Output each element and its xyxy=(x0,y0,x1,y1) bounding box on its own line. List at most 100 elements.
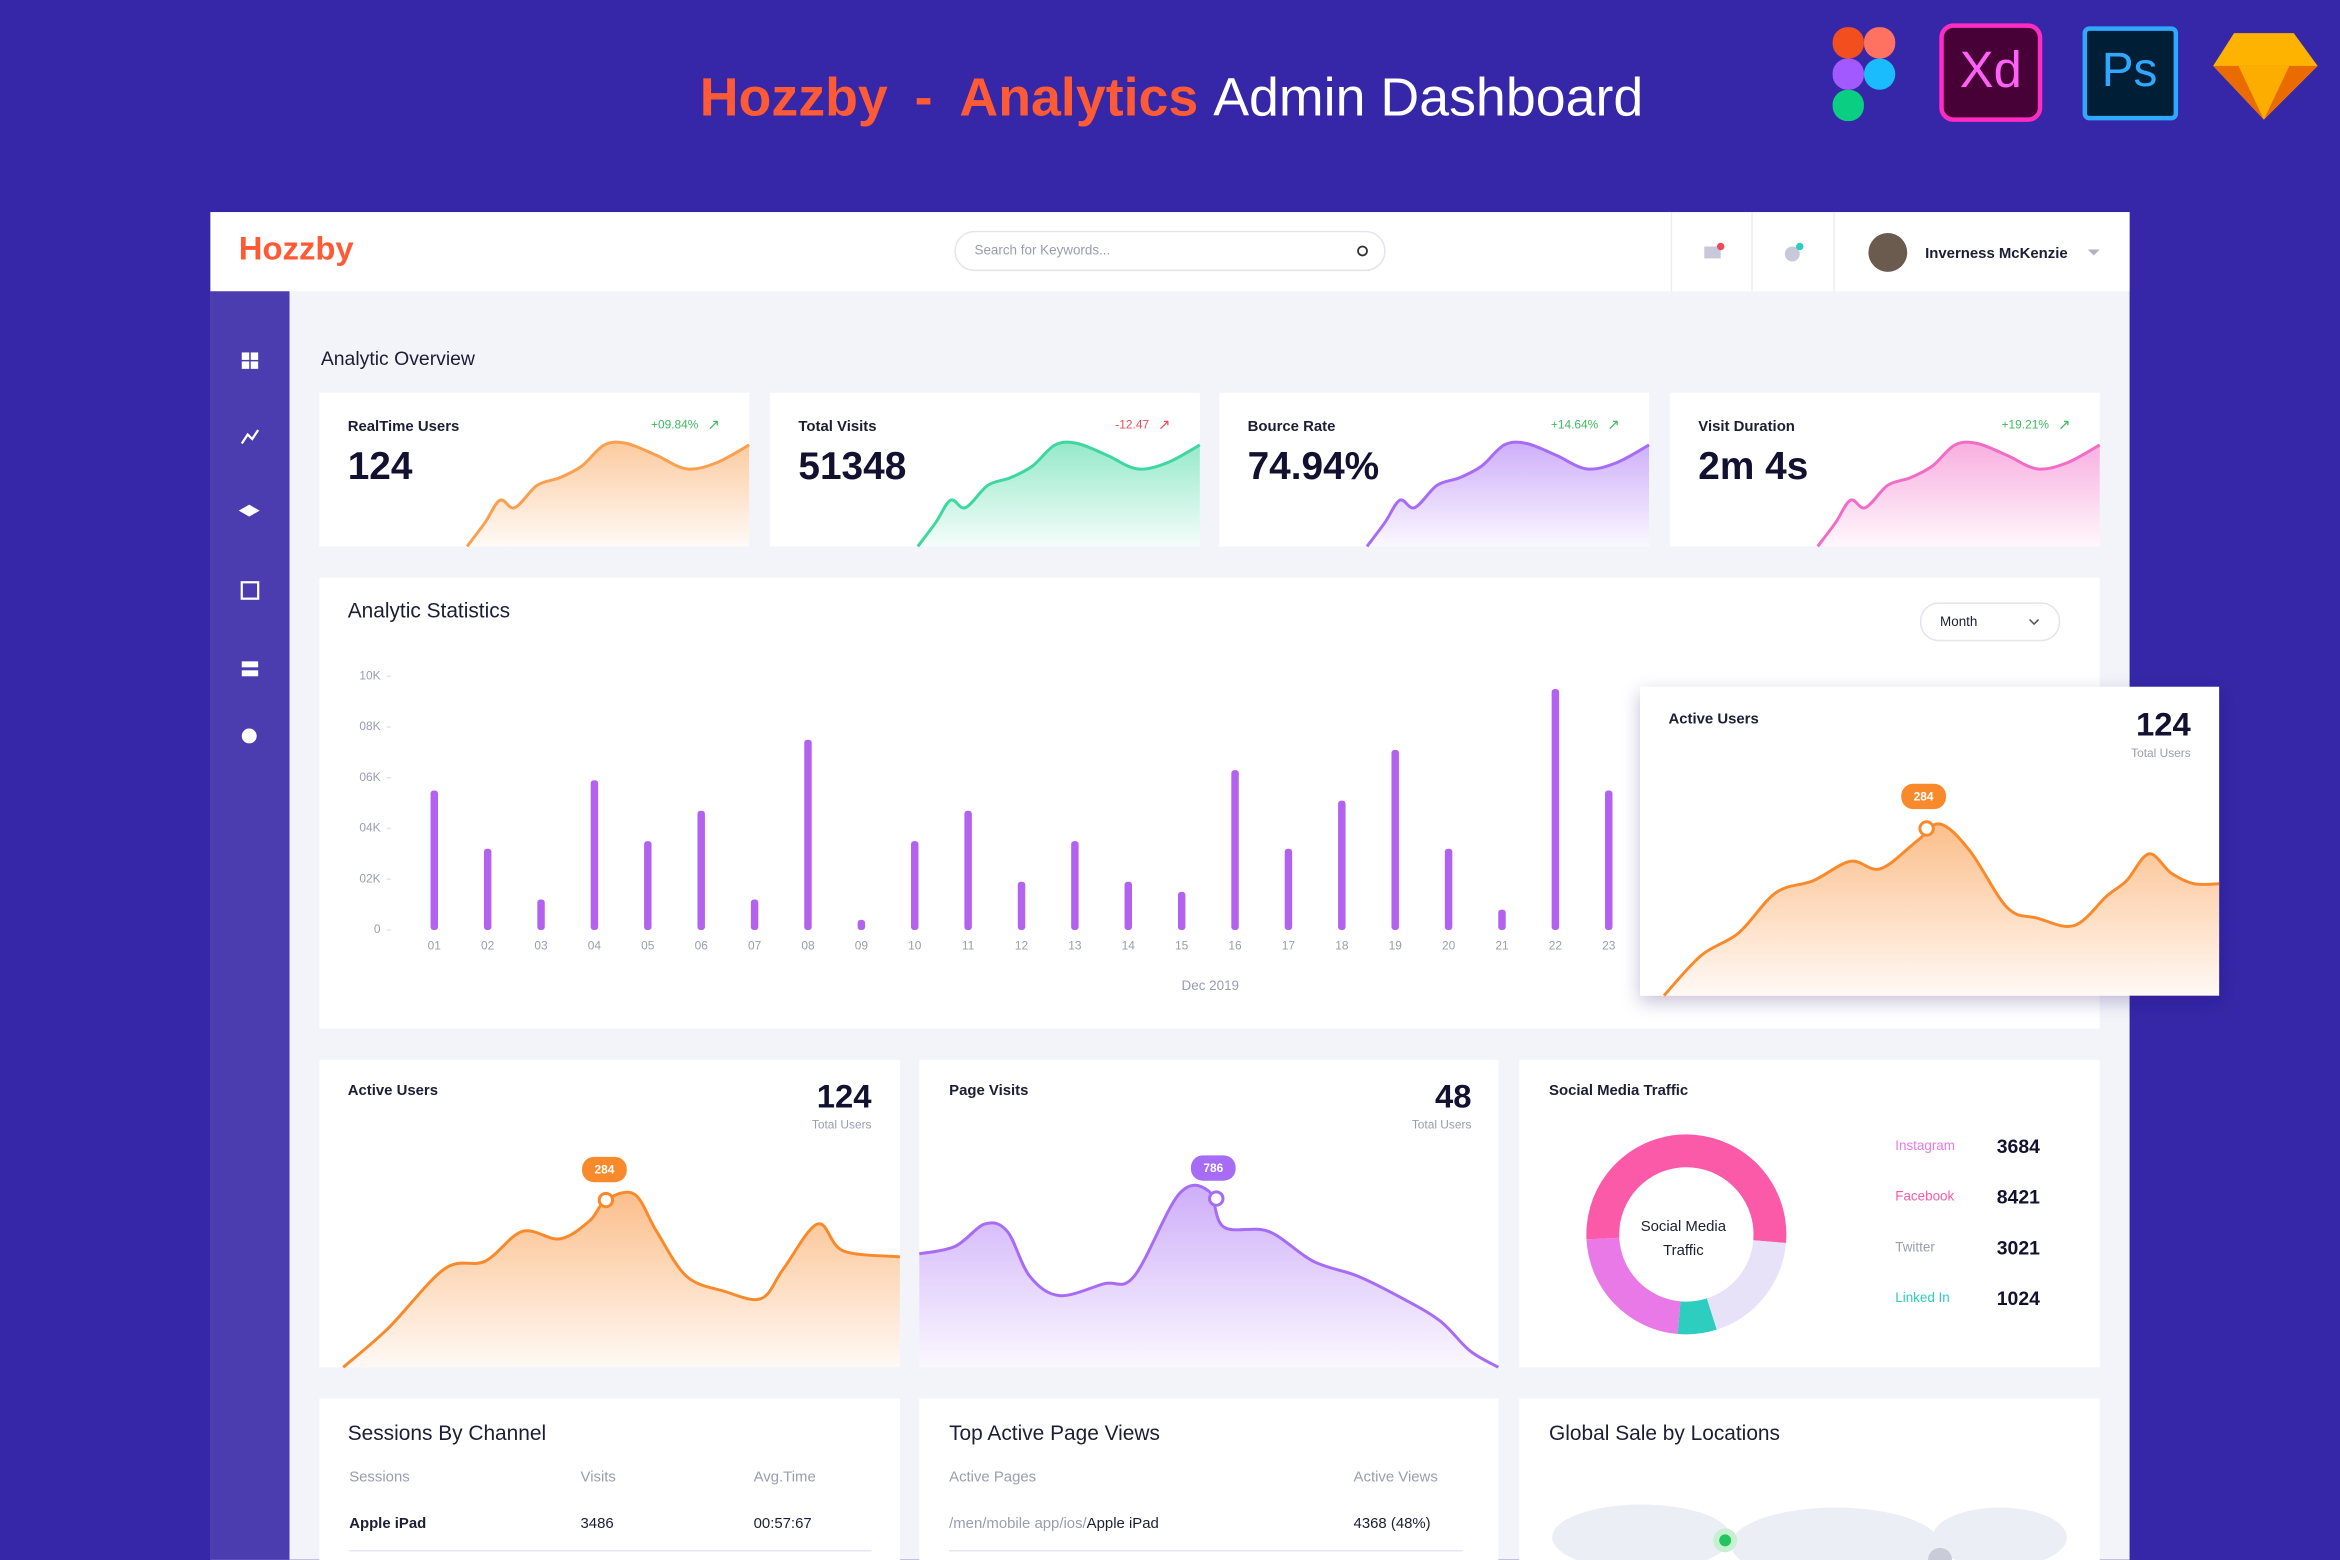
donut-segment xyxy=(1586,1134,1787,1335)
table-cell: 00:57:67 xyxy=(754,1515,812,1532)
world-map xyxy=(1552,1504,2067,1560)
sidebar-icons[interactable] xyxy=(238,352,260,744)
card-title: Analytic Statistics xyxy=(348,600,510,623)
y-tick-label: 06K xyxy=(359,770,380,784)
x-tick-label: 03 xyxy=(534,939,548,953)
x-tick-label: 11 xyxy=(962,939,975,953)
section-title: Analytic Overview xyxy=(321,348,476,370)
x-tick-label: 05 xyxy=(641,939,655,953)
user-name[interactable]: Inverness McKenzie xyxy=(1925,245,2067,262)
area-fill xyxy=(1366,442,1650,547)
bar xyxy=(697,810,705,930)
x-tick-label: 23 xyxy=(1602,939,1616,953)
marker-pill xyxy=(1190,1155,1236,1181)
banner-title: Hozzby - Analytics Admin Dashboard xyxy=(700,68,1643,128)
card-title: Page Visits xyxy=(949,1082,1028,1099)
change-arrow: ↗ xyxy=(1607,417,1620,434)
marker-pill xyxy=(1901,783,1947,810)
legend-value: 3684 xyxy=(1997,1136,2040,1158)
column-header: Active Pages xyxy=(949,1469,1036,1486)
month-select-label: Month xyxy=(1940,614,1977,629)
marker-pill xyxy=(582,1156,627,1183)
bar xyxy=(1391,749,1399,930)
page-path: /men/mobile app/ios/ xyxy=(949,1515,1087,1532)
marker-label: 284 xyxy=(594,1162,614,1176)
bar xyxy=(857,919,866,930)
xd-icon xyxy=(1939,23,2043,122)
y-tick-label: 04K xyxy=(359,821,380,835)
page-name: Apple iPad xyxy=(1087,1515,1159,1532)
x-tick-label: 22 xyxy=(1549,939,1563,953)
card-value: 74.94% xyxy=(1248,445,1380,488)
area-line xyxy=(465,440,750,548)
bar xyxy=(644,841,652,930)
banner-highlight: Analytics xyxy=(959,68,1198,128)
location-dot xyxy=(1928,1547,1952,1560)
sidebar xyxy=(210,291,290,1560)
banner-brand: Hozzby xyxy=(700,68,888,128)
card-label: Bource Rate xyxy=(1248,418,1336,435)
card-change: -12.47 xyxy=(1115,418,1149,432)
notification-icon[interactable] xyxy=(1784,246,1800,262)
legend-value: 1024 xyxy=(1997,1288,2040,1310)
bar xyxy=(483,848,492,930)
x-tick-label: 10 xyxy=(908,939,922,953)
card-value: 124 xyxy=(348,445,413,488)
area-line xyxy=(918,1183,1500,1369)
mail-icon[interactable] xyxy=(1704,246,1721,259)
search-icon[interactable] xyxy=(1357,245,1368,257)
legend-name: Facebook xyxy=(1895,1189,1954,1204)
x-axis-label: Dec 2019 xyxy=(1182,978,1239,993)
marker-dot xyxy=(597,1191,615,1209)
bar xyxy=(1284,848,1293,930)
bar xyxy=(1231,770,1239,930)
bar xyxy=(1177,891,1186,930)
month-select[interactable] xyxy=(1919,602,2061,642)
change-arrow: ↗ xyxy=(1158,417,1171,434)
bar xyxy=(430,790,439,930)
user-dropdown[interactable] xyxy=(2087,249,2100,256)
card-value: 48 xyxy=(1435,1077,1472,1114)
area-fill xyxy=(343,1192,900,1368)
legend-name: Instagram xyxy=(1895,1138,1955,1153)
area-line xyxy=(916,440,1201,548)
bar xyxy=(590,780,599,930)
x-tick-label: 07 xyxy=(748,939,762,953)
card-title: Active Users xyxy=(1668,710,1758,727)
legend-name: Linked In xyxy=(1895,1290,1949,1305)
x-tick-label: 19 xyxy=(1389,939,1403,953)
search-box[interactable] xyxy=(954,230,1386,272)
bar xyxy=(911,841,919,930)
x-tick-label: 20 xyxy=(1442,939,1456,953)
area-line xyxy=(1816,440,2101,548)
y-tick-label: 10K xyxy=(359,668,380,682)
card-label: Visit Duration xyxy=(1698,418,1795,435)
x-tick-label: 12 xyxy=(1015,939,1029,953)
ps-label: Ps xyxy=(2102,44,2158,97)
change-arrow: ↗ xyxy=(707,417,720,434)
card-title: Social Media Traffic xyxy=(1549,1082,1688,1099)
card-subtitle: Total Users xyxy=(2131,746,2191,760)
banner-rest: Admin Dashboard xyxy=(1213,68,1643,128)
column-header: Sessions xyxy=(349,1469,409,1486)
logo[interactable]: Hozzby xyxy=(239,230,355,267)
search-placeholder: Search for Keywords... xyxy=(975,243,1111,258)
marker-label: 786 xyxy=(1203,1161,1223,1175)
card-subtitle: Total Users xyxy=(1412,1118,1472,1132)
x-tick-label: 04 xyxy=(588,939,602,953)
bar xyxy=(1338,800,1346,930)
table-cell: 4368 (48%) xyxy=(1354,1515,1431,1532)
x-tick-label: 15 xyxy=(1175,939,1189,953)
card-change: +09.84% xyxy=(651,418,699,432)
legend-name: Twitter xyxy=(1895,1239,1935,1254)
x-tick-label: 01 xyxy=(428,939,442,953)
donut-center-label: Traffic xyxy=(1663,1242,1704,1259)
card-change: +19.21% xyxy=(2002,418,2050,432)
figma-icon xyxy=(1832,27,1896,122)
month-select-caret xyxy=(2029,619,2040,626)
x-tick-label: 14 xyxy=(1122,939,1136,953)
sessions-card xyxy=(319,1398,900,1560)
avatar[interactable] xyxy=(1868,233,1908,272)
card-title: Top Active Page Views xyxy=(949,1422,1160,1445)
